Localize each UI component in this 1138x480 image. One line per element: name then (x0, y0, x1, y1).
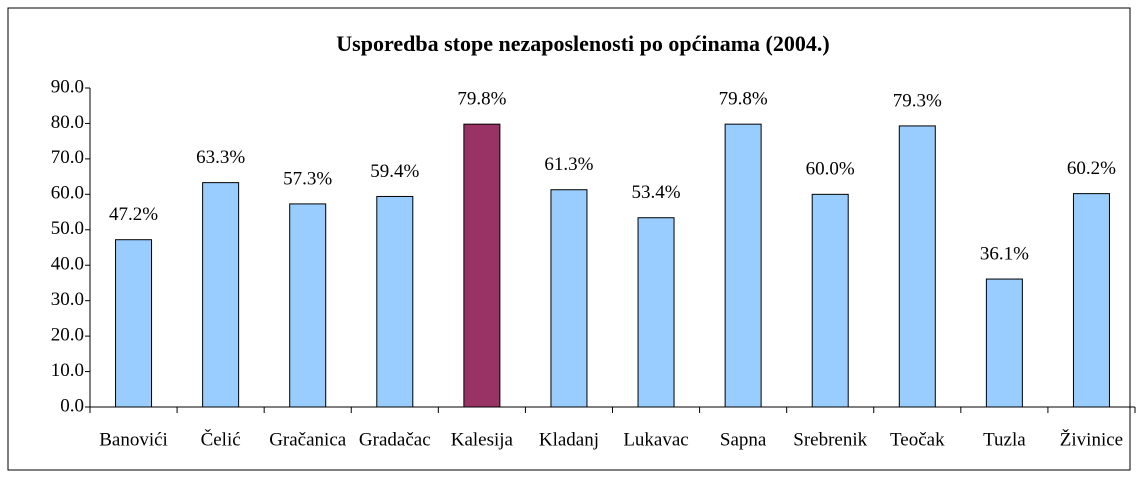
x-tick-label: Gradačac (359, 429, 431, 450)
value-label: 61.3% (544, 154, 593, 175)
value-label: 79.8% (457, 89, 506, 110)
x-tick-label: Živinice (1060, 428, 1123, 450)
x-tick-label: Kladanj (539, 429, 599, 450)
y-tick-label: 10.0 (51, 360, 84, 381)
y-tick-label: 0.0 (60, 395, 84, 416)
y-tick-label: 80.0 (51, 112, 84, 133)
chart-title: Usporedba stope nezaposlenosti po općina… (336, 31, 829, 56)
y-tick-label: 60.0 (51, 183, 84, 204)
value-label: 63.3% (196, 147, 245, 168)
x-tick-label: Gračanica (269, 429, 347, 450)
bar (724, 123, 762, 408)
y-tick-label: 50.0 (51, 218, 84, 239)
bar (898, 125, 936, 408)
y-tick-label: 30.0 (51, 289, 84, 310)
bar (985, 278, 1023, 408)
bar (289, 203, 327, 408)
bar (202, 182, 240, 408)
value-label: 60.2% (1067, 158, 1116, 179)
value-label: 79.3% (893, 90, 942, 111)
y-tick-label: 20.0 (51, 324, 84, 345)
value-label: 79.8% (719, 89, 768, 110)
x-tick-label: Teočak (890, 429, 945, 450)
value-label: 59.4% (370, 161, 419, 182)
y-tick-label: 40.0 (51, 254, 84, 275)
bar (811, 193, 849, 408)
y-tick-label: 70.0 (51, 147, 84, 168)
value-label: 53.4% (632, 182, 681, 203)
y-tick-label: 90.0 (51, 76, 84, 97)
bar (463, 123, 501, 408)
x-tick-label: Tuzla (983, 429, 1026, 450)
bar (550, 189, 588, 408)
x-tick-label: Banovići (99, 429, 168, 450)
bar (115, 239, 153, 408)
value-label: 57.3% (283, 168, 332, 189)
x-tick-label: Srebrenik (793, 429, 867, 450)
value-label: 60.0% (806, 159, 855, 180)
value-label: 47.2% (109, 204, 158, 225)
value-label: 36.1% (980, 243, 1029, 264)
x-tick-label: Lukavac (623, 429, 688, 450)
bar (1072, 193, 1110, 408)
bar (376, 195, 414, 408)
x-tick-label: Sapna (720, 429, 767, 450)
bar (637, 217, 675, 408)
x-tick-label: Kalesija (451, 429, 514, 450)
x-tick-label: Čelić (201, 428, 241, 450)
